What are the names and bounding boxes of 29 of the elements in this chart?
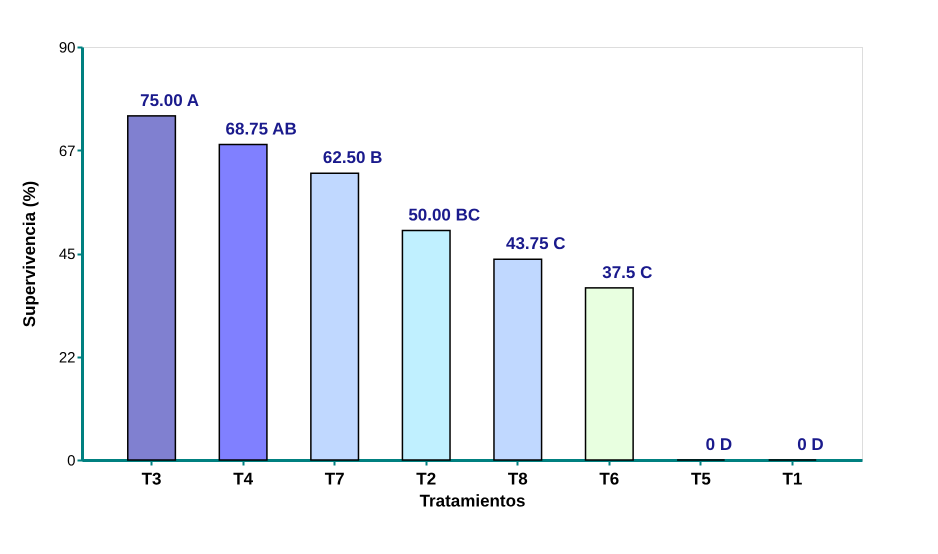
y-tick-label: 0 bbox=[67, 452, 76, 470]
data-label: 75.00 A bbox=[140, 90, 200, 110]
x-tick-label: T3 bbox=[142, 470, 162, 488]
x-tick-label: T4 bbox=[233, 470, 254, 488]
data-label: 37.5 C bbox=[602, 262, 652, 282]
y-tick-label: 22 bbox=[58, 349, 76, 366]
bar bbox=[218, 144, 268, 461]
bar bbox=[127, 115, 176, 461]
data-label: 62.50 B bbox=[322, 148, 382, 168]
data-label: 43.75 C bbox=[506, 234, 566, 254]
bar bbox=[310, 172, 360, 461]
x-tick-label: T1 bbox=[782, 470, 802, 488]
x-axis-title: Tratamientos bbox=[420, 492, 526, 510]
y-axis-title: Supervivencia (%) bbox=[20, 180, 39, 328]
y-tick-label: 90 bbox=[58, 40, 76, 56]
data-label: 50.00 BC bbox=[408, 206, 480, 225]
bar bbox=[584, 287, 634, 461]
x-tick-label: T2 bbox=[416, 470, 436, 488]
data-label: 0 D bbox=[706, 435, 732, 454]
bar bbox=[493, 258, 542, 461]
y-tick-label: 45 bbox=[58, 246, 76, 263]
data-label: 0 D bbox=[797, 435, 824, 454]
y-tick-label: 67 bbox=[58, 142, 76, 160]
x-tick-label: T7 bbox=[324, 470, 345, 488]
x-tick-label: T5 bbox=[690, 470, 711, 488]
x-tick-label: T8 bbox=[508, 470, 528, 488]
x-tick-label: T6 bbox=[599, 470, 620, 488]
bar bbox=[402, 230, 451, 461]
data-label: 68.75 AB bbox=[226, 120, 297, 139]
